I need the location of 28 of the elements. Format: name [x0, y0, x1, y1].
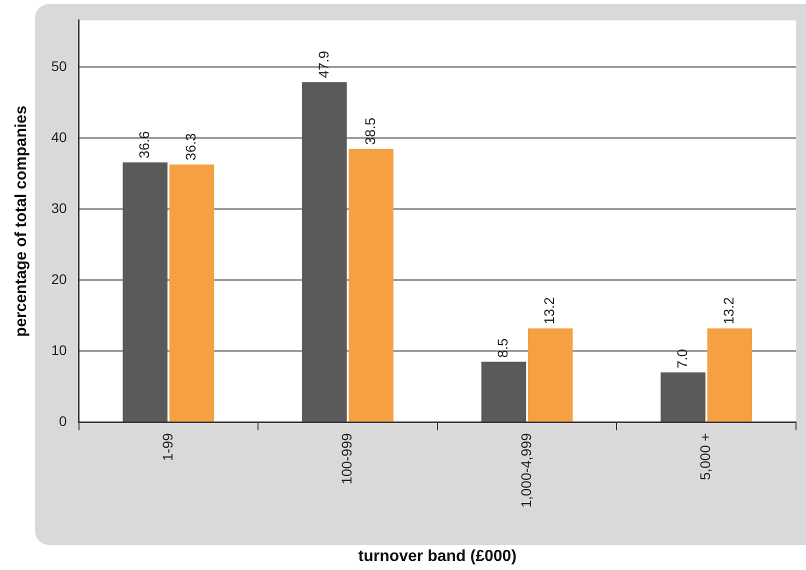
y-axis-title: percentage of total companies	[13, 106, 30, 337]
bar	[707, 328, 752, 422]
y-tick-label: 10	[51, 342, 67, 358]
data-label: 13.2	[541, 296, 558, 324]
data-label: 7.0	[674, 348, 690, 368]
bar	[528, 328, 573, 422]
data-label: 38.5	[362, 117, 378, 145]
x-tick-label: 5,000 +	[697, 433, 714, 480]
y-tick-label: 40	[51, 129, 67, 146]
y-tick-label: 0	[58, 412, 67, 429]
bar	[169, 164, 214, 422]
x-tick-label: 1-99	[159, 432, 176, 462]
bar	[348, 148, 394, 422]
y-tick-label: 50	[51, 58, 67, 74]
data-label: 36.6	[136, 130, 152, 158]
bar	[481, 362, 526, 422]
data-label: 13.2	[720, 296, 737, 324]
bar	[302, 82, 347, 422]
y-tick-label: 30	[51, 200, 67, 216]
data-label: 8.5	[494, 338, 511, 358]
data-label: 36.3	[182, 133, 199, 160]
x-tick-label: 1,000-4,999	[518, 432, 534, 508]
data-label: 47.9	[315, 50, 332, 78]
bar	[660, 372, 706, 422]
x-axis-title: turnover band (£000)	[358, 548, 517, 565]
x-tick-label: 100-999	[338, 432, 355, 484]
bar	[122, 162, 168, 422]
y-tick-label: 20	[51, 270, 67, 287]
